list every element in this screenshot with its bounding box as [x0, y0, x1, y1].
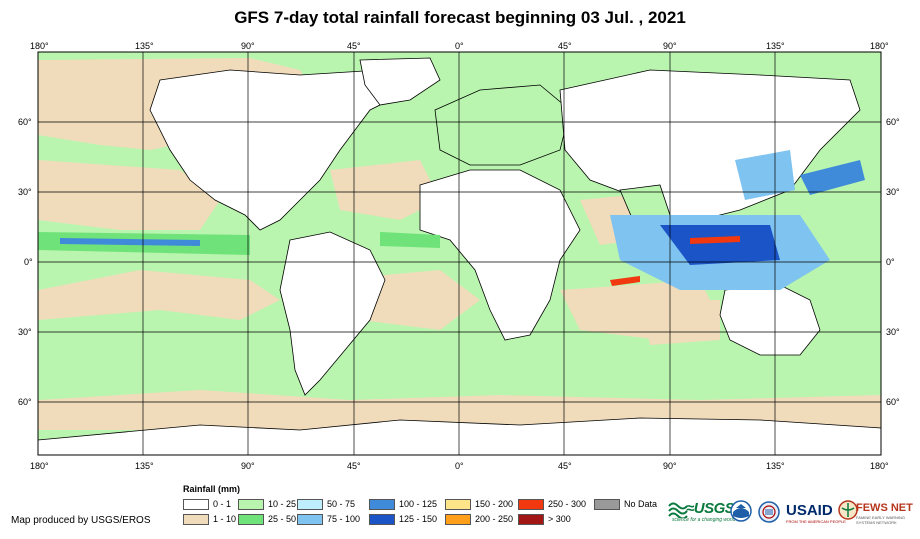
- legend-item: > 300: [518, 514, 571, 526]
- legend-label: 0 - 1: [213, 499, 232, 509]
- lon-label-top: 45°: [558, 41, 572, 51]
- lon-label-top: 180°: [870, 41, 889, 51]
- lat-label-right: 60°: [886, 397, 900, 407]
- legend-item: 125 - 150: [369, 514, 437, 526]
- legend-item: 200 - 250: [445, 514, 513, 526]
- legend-item: 150 - 200: [445, 499, 513, 511]
- lat-label-right: 0°: [886, 257, 895, 267]
- legend-swatch: [445, 499, 471, 511]
- legend-label: 50 - 75: [327, 499, 356, 509]
- itcz-atlantic: [380, 232, 440, 248]
- usgs-tagline: science for a changing world: [672, 517, 736, 523]
- usaid-tagline: FROM THE AMERICAN PEOPLE: [786, 519, 846, 524]
- australia: [719, 284, 821, 356]
- legend-swatch: [183, 499, 209, 511]
- lat-label-right: 60°: [886, 117, 900, 127]
- legend-item: 100 - 125: [369, 499, 437, 511]
- africa: [419, 169, 581, 341]
- west-pacific-band: [800, 160, 865, 195]
- lon-label-bottom: 180°: [30, 461, 49, 471]
- lon-label-bottom: 45°: [347, 461, 361, 471]
- legend-label: 150 - 200: [475, 499, 514, 509]
- legend-item: 25 - 50: [238, 514, 296, 526]
- legend-label: 10 - 25: [268, 499, 297, 509]
- lon-label-top: 180°: [30, 41, 49, 51]
- lat-label-left: 30°: [18, 327, 32, 337]
- legend-swatch: [183, 514, 209, 526]
- legend-label: No Data: [624, 499, 658, 509]
- legend-label: 100 - 125: [399, 499, 438, 509]
- lon-label-bottom: 90°: [663, 461, 677, 471]
- fews-net-logo: [838, 500, 858, 520]
- legend-swatch: [518, 514, 544, 526]
- lon-label-top: 0°: [455, 41, 464, 51]
- se-asia-band: [735, 150, 795, 200]
- lon-label-bottom: 135°: [135, 461, 154, 471]
- monsoon-extreme-2: [610, 276, 640, 286]
- monsoon-core: [660, 225, 780, 265]
- legend-label: 250 - 300: [548, 499, 587, 509]
- lon-label-bottom: 45°: [558, 461, 572, 471]
- lon-label-top: 90°: [241, 41, 255, 51]
- itcz-pacific-core: [60, 238, 200, 246]
- lon-label-top: 90°: [663, 41, 677, 51]
- usgs-logo: [668, 502, 688, 518]
- legend-swatch: [369, 499, 395, 511]
- lon-label-bottom: 135°: [766, 461, 785, 471]
- legend-swatch: [369, 514, 395, 526]
- lat-label-left: 60°: [18, 117, 32, 127]
- legend-title: Rainfall (mm): [183, 484, 241, 494]
- legend-label: 75 - 100: [327, 514, 361, 524]
- noaa-logo: [730, 500, 752, 522]
- dry-band-west-australia: [640, 300, 720, 345]
- legend-swatch: [518, 499, 544, 511]
- lat-label-left: 30°: [18, 187, 32, 197]
- fews-net-logo-text: FEWS NET: [856, 502, 913, 514]
- legend-label: 1 - 10: [213, 514, 237, 524]
- legend-item: 0 - 1: [183, 499, 231, 511]
- usaid-logo-text: USAID: [786, 502, 833, 519]
- legend-item: 250 - 300: [518, 499, 586, 511]
- north-america: [149, 69, 411, 231]
- legend-item: 75 - 100: [297, 514, 360, 526]
- lon-label-top: 135°: [135, 41, 154, 51]
- lon-label-top: 135°: [766, 41, 785, 51]
- lon-label-bottom: 180°: [870, 461, 889, 471]
- map-title: GFS 7-day total rainfall forecast beginn…: [234, 8, 686, 27]
- lon-label-top: 45°: [347, 41, 361, 51]
- legend-swatch: [594, 499, 620, 511]
- monsoon-extreme-1: [690, 236, 740, 244]
- dry-band-north-atlantic: [330, 160, 440, 220]
- lat-label-right: 30°: [886, 327, 900, 337]
- credit-text: Map produced by USGS/EROS: [11, 515, 151, 526]
- graticule: [38, 52, 881, 455]
- legend-item: 50 - 75: [297, 499, 355, 511]
- legend-item: 10 - 25: [238, 499, 296, 511]
- greenland: [359, 57, 441, 106]
- dry-band-east-pacific: [38, 160, 220, 230]
- legend-swatch: [238, 499, 264, 511]
- legend-swatch: [238, 514, 264, 526]
- legend-swatch: [445, 514, 471, 526]
- legend-item: 1 - 10: [183, 514, 236, 526]
- legend-label: 200 - 250: [475, 514, 514, 524]
- nws-logo: [758, 501, 780, 523]
- lat-label-right: 30°: [886, 187, 900, 197]
- usgs-logo-text: ≈USGS: [686, 500, 735, 517]
- legend-swatch: [297, 514, 323, 526]
- legend-label: > 300: [548, 514, 571, 524]
- lon-label-bottom: 0°: [455, 461, 464, 471]
- legend-label: 25 - 50: [268, 514, 297, 524]
- fews-net-tagline: FAMINE EARLY WARNING SYSTEMS NETWORK: [856, 515, 906, 525]
- legend-swatch: [297, 499, 323, 511]
- lon-label-bottom: 90°: [241, 461, 255, 471]
- south-america: [279, 231, 386, 396]
- europe: [434, 84, 571, 166]
- lat-label-left: 0°: [24, 257, 33, 267]
- legend-item: No Data: [594, 499, 657, 511]
- lat-label-left: 60°: [18, 397, 32, 407]
- dry-band-south-pacific: [38, 270, 280, 320]
- legend-label: 125 - 150: [399, 514, 438, 524]
